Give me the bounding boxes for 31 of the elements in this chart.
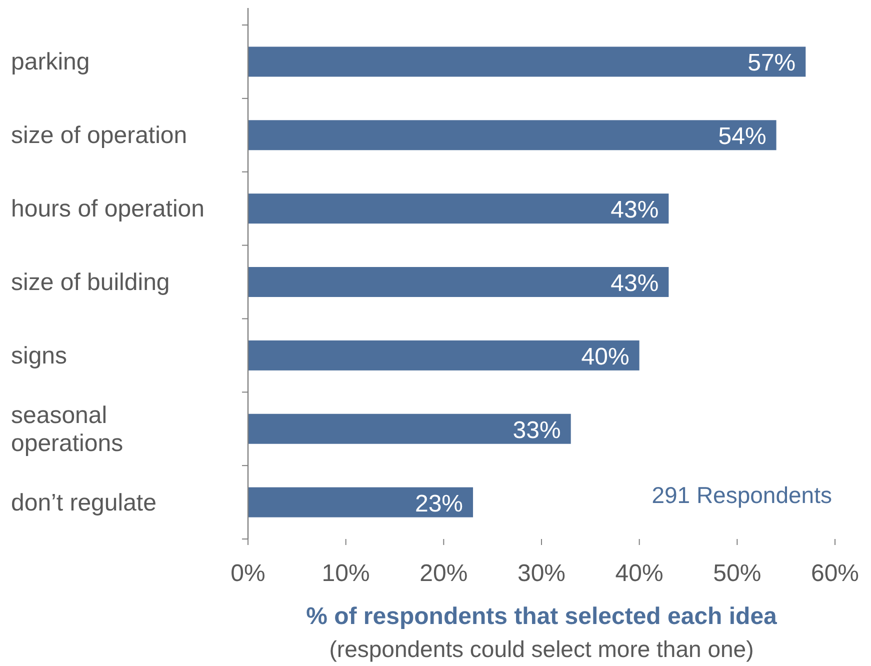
x-tick-label: 30% xyxy=(517,560,566,587)
y-tick-label: size of building xyxy=(11,269,170,296)
data-label: 43% xyxy=(610,270,659,297)
y-tick-label: don’t regulate xyxy=(11,489,156,516)
bar xyxy=(248,46,806,77)
data-label: 43% xyxy=(610,196,659,224)
x-tick-label: 20% xyxy=(420,560,468,587)
bar xyxy=(248,340,640,370)
data-label: 54% xyxy=(718,123,766,150)
x-tick-label: 0% xyxy=(230,560,266,587)
text: (respondents could select more than one) xyxy=(329,636,754,662)
y-tick-label: seasonal operations xyxy=(11,402,124,457)
y-tick-label: hours of operation xyxy=(11,196,204,223)
y-tick-label: signs xyxy=(11,342,68,370)
bar xyxy=(248,487,474,518)
data-label: 33% xyxy=(512,416,561,444)
bar xyxy=(248,414,571,444)
bar xyxy=(248,194,669,224)
data-label: 40% xyxy=(581,343,630,370)
data-label: 57% xyxy=(748,50,796,77)
x-tick-label: 10% xyxy=(322,560,370,587)
x-axis-title: % of respondents that selected each idea xyxy=(306,603,778,630)
y-tick-label: parking xyxy=(11,48,90,76)
x-tick-label: 60% xyxy=(810,560,860,587)
annotation: 291 Respondents xyxy=(652,482,832,508)
bar xyxy=(248,120,776,150)
x-tick-label: 40% xyxy=(615,560,664,587)
bar xyxy=(248,267,669,297)
x-tick-label: 50% xyxy=(713,560,762,587)
y-tick-label: size of operation xyxy=(11,122,188,150)
data-label: 23% xyxy=(414,490,464,518)
